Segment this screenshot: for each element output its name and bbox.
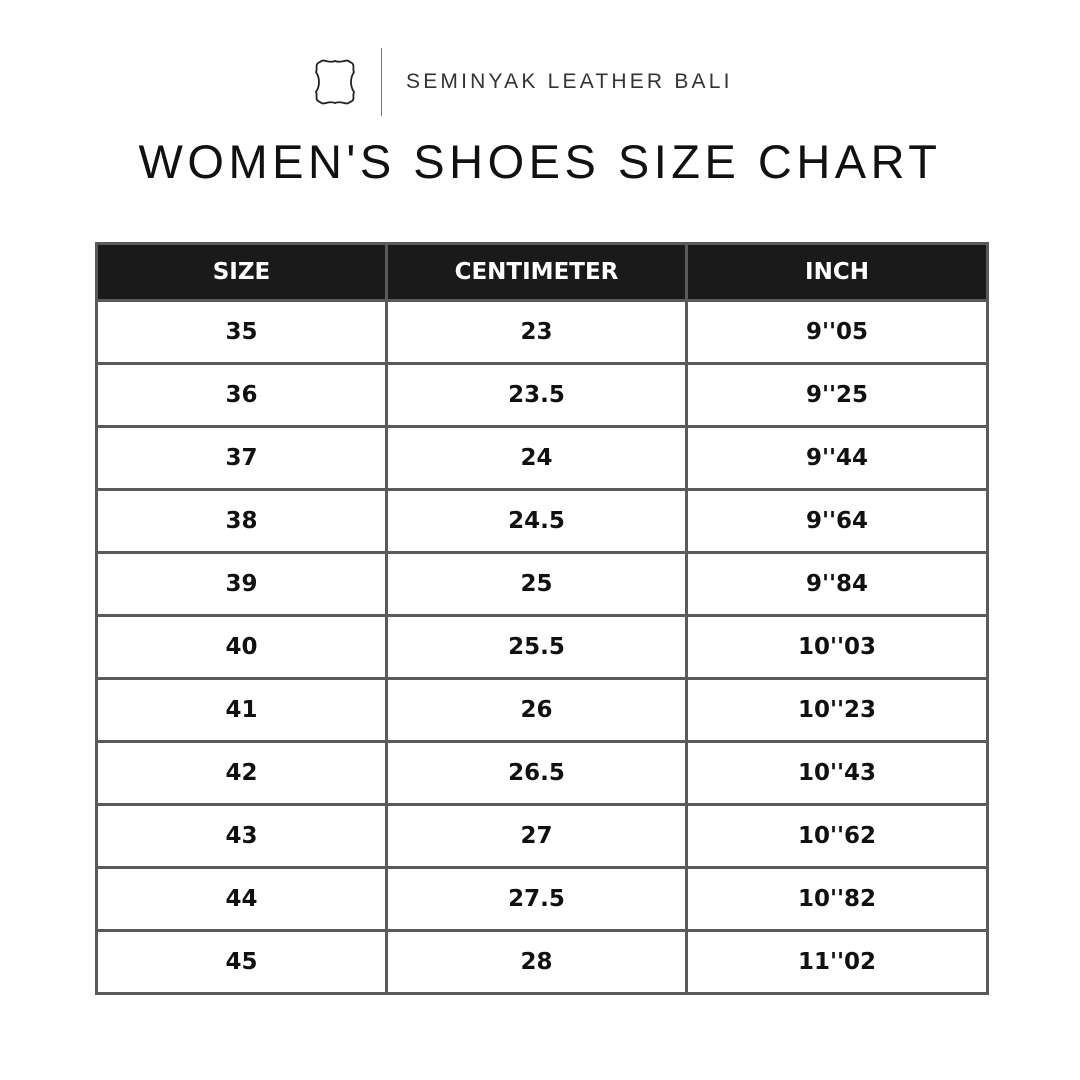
size-cell: 39 bbox=[95, 551, 388, 617]
size-cell: 35 bbox=[95, 299, 388, 365]
table-row: 40 25.5 10''03 bbox=[95, 614, 989, 680]
inch-cell: 9''05 bbox=[685, 299, 989, 365]
centimeter-cell: 27 bbox=[385, 803, 688, 869]
inch-cell: 11''02 bbox=[685, 929, 989, 995]
leather-hide-icon bbox=[314, 59, 356, 105]
centimeter-cell: 25.5 bbox=[385, 614, 688, 680]
size-cell: 41 bbox=[95, 677, 388, 743]
centimeter-cell: 24.5 bbox=[385, 488, 688, 554]
table-row: 37 24 9''44 bbox=[95, 425, 989, 491]
size-cell: 43 bbox=[95, 803, 388, 869]
table-row: 36 23.5 9''25 bbox=[95, 362, 989, 428]
size-cell: 42 bbox=[95, 740, 388, 806]
centimeter-cell: 23.5 bbox=[385, 362, 688, 428]
header-centimeter: CENTIMETER bbox=[385, 242, 688, 302]
page-title: WOMEN'S SHOES SIZE CHART bbox=[138, 135, 942, 188]
inch-cell: 10''82 bbox=[685, 866, 989, 932]
size-cell: 36 bbox=[95, 362, 388, 428]
inch-cell: 10''23 bbox=[685, 677, 989, 743]
inch-cell: 10''43 bbox=[685, 740, 989, 806]
size-cell: 44 bbox=[95, 866, 388, 932]
centimeter-cell: 28 bbox=[385, 929, 688, 995]
inch-cell: 9''84 bbox=[685, 551, 989, 617]
size-cell: 45 bbox=[95, 929, 388, 995]
table-row: 43 27 10''62 bbox=[95, 803, 989, 869]
centimeter-cell: 23 bbox=[385, 299, 688, 365]
table-row: 38 24.5 9''64 bbox=[95, 488, 989, 554]
table-row: 42 26.5 10''43 bbox=[95, 740, 989, 806]
table-row: 35 23 9''05 bbox=[95, 299, 989, 365]
inch-cell: 9''25 bbox=[685, 362, 989, 428]
size-cell: 38 bbox=[95, 488, 388, 554]
table-row: 44 27.5 10''82 bbox=[95, 866, 989, 932]
centimeter-cell: 26 bbox=[385, 677, 688, 743]
brand-name: SEMINYAK LEATHER BALI bbox=[406, 70, 733, 93]
inch-cell: 9''44 bbox=[685, 425, 989, 491]
inch-cell: 9''64 bbox=[685, 488, 989, 554]
centimeter-cell: 25 bbox=[385, 551, 688, 617]
table-row: 41 26 10''23 bbox=[95, 677, 989, 743]
inch-cell: 10''62 bbox=[685, 803, 989, 869]
logo-divider bbox=[381, 48, 382, 116]
table-row: 45 28 11''02 bbox=[95, 929, 989, 995]
table-row: 39 25 9''84 bbox=[95, 551, 989, 617]
header-size: SIZE bbox=[95, 242, 388, 302]
inch-cell: 10''03 bbox=[685, 614, 989, 680]
header-inch: INCH bbox=[685, 242, 989, 302]
size-cell: 40 bbox=[95, 614, 388, 680]
size-chart-table: SIZE CENTIMETER INCH 35 23 9''05 36 23.5 9''2… bbox=[95, 242, 989, 995]
centimeter-cell: 27.5 bbox=[385, 866, 688, 932]
table-header-row: SIZE CENTIMETER INCH bbox=[95, 242, 989, 302]
centimeter-cell: 26.5 bbox=[385, 740, 688, 806]
centimeter-cell: 24 bbox=[385, 425, 688, 491]
size-cell: 37 bbox=[95, 425, 388, 491]
